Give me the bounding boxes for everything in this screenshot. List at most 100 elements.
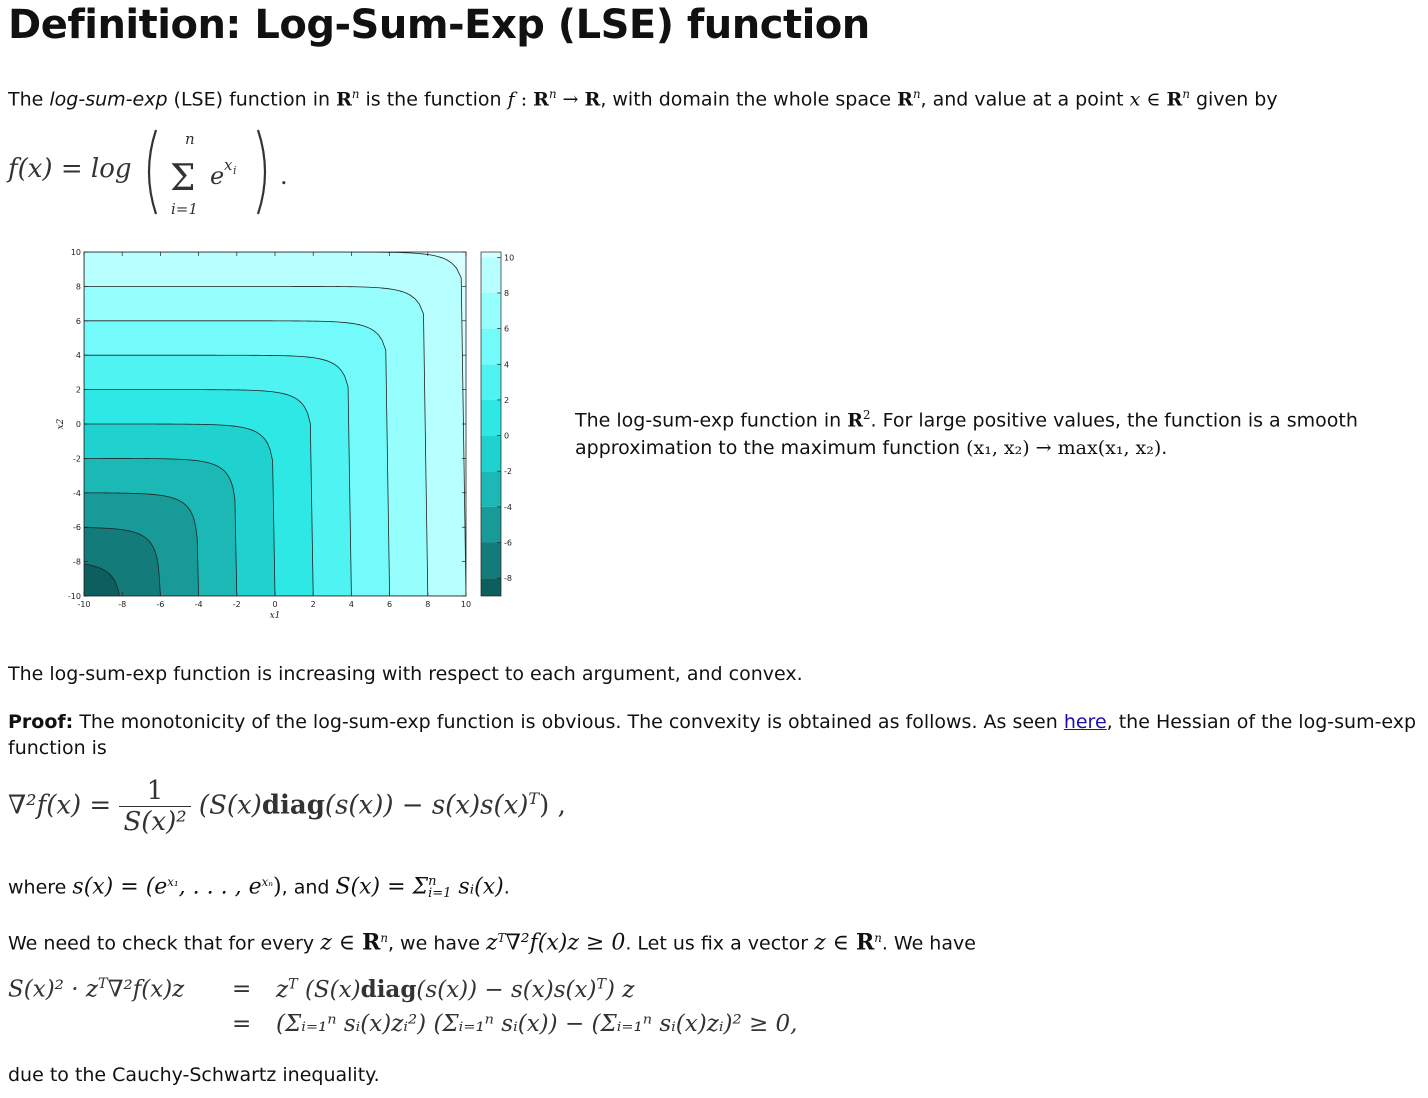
intro-text-2: (LSE) function in: [167, 88, 337, 111]
y-tick-label: 10: [71, 248, 81, 257]
colorbar-tick-label: -8: [504, 574, 512, 583]
lse-contour-plot: -10 -8 -6 -4 -2 0 2 4 6 8 10 -10 -8 -6 -4 -2 0 2 4 6 8 10 x1 x2…: [50, 240, 530, 621]
x-tick-label: -2: [233, 600, 241, 609]
colorbar-tick-label: -4: [504, 503, 512, 512]
colorbar-tick-label: 10: [504, 253, 514, 262]
eq-lhs: S(x)² · zT∇²f(x)z: [8, 976, 185, 1003]
page-title: Definition: Log-Sum-Exp (LSE) function: [8, 2, 870, 48]
intro-text-1: The: [8, 88, 50, 111]
colorbar-tick-label: 8: [504, 289, 509, 298]
sum-term-sup-sub: i: [233, 164, 237, 177]
intro-lse-italic: log-sum-exp: [49, 88, 168, 111]
caption-max-formula: (x₁, x₂) → max(x₁, x₂): [966, 437, 1162, 460]
intro-text-4: , with domain the whole space: [600, 88, 898, 111]
math-f-map: f: [507, 88, 515, 111]
formula-sum-part: n Σ i=1 e x i .: [147, 129, 288, 218]
contour-band--8: [84, 563, 123, 596]
colorbar-band: [481, 292, 501, 329]
proof-text-2: , the Hessian of the log-sum-exp: [1106, 711, 1417, 733]
x-tick-label: 2: [311, 600, 316, 609]
y-tick-label: -4: [73, 489, 81, 498]
x-tick-label: 4: [349, 600, 354, 609]
where-line: where s(x) = (ex₁, . . . , exₙ), and S(x…: [8, 873, 510, 901]
y-tick-label: -2: [73, 454, 81, 463]
fraction-denominator: S(x)²: [123, 807, 187, 837]
x-tick-label: 10: [461, 600, 471, 609]
formula-lhs: f(x) = log: [8, 154, 132, 184]
x-tick-label: 0: [272, 600, 277, 609]
formula-lse: f(x) = log: [8, 154, 132, 184]
psd-condition: ∇²f(x)z ≥ 0: [505, 930, 626, 956]
caption-exp-2: 2: [863, 408, 871, 422]
colorbar-band: [481, 364, 501, 400]
diag-operator: diag: [261, 790, 325, 821]
colorbar-band: [481, 435, 501, 472]
left-paren: [147, 129, 158, 215]
hessian-formula: ∇²f(x) = 1 S(x)² (S(x)diag(s(x)) − s(x)s(…: [8, 776, 566, 837]
intro-text-3: is the function: [359, 88, 508, 111]
intro-text-6: given by: [1189, 88, 1278, 111]
y-tick-label: 2: [76, 386, 81, 395]
y-tick-label: -8: [73, 558, 81, 567]
here-link[interactable]: here: [1063, 711, 1107, 733]
colorbar-tick-label: 6: [504, 325, 509, 334]
caption-text-2: . For large positive values, the functio…: [870, 409, 1358, 432]
y-tick-label: 0: [76, 420, 81, 429]
x-tick-label: -6: [156, 600, 164, 609]
eq-rhs-1: zT (S(x)diag(s(x)) − s(x)s(x)T) z: [276, 976, 635, 1003]
math-n: n: [351, 87, 360, 101]
colorbar-band: [481, 399, 501, 436]
proof-label: Proof:: [8, 711, 74, 733]
y-tick-label: 4: [76, 351, 81, 360]
colorbar-band: [481, 328, 501, 365]
colorbar-tick-label: 4: [504, 360, 509, 369]
conclusion: due to the Cauchy-Schwartz inequality.: [8, 1064, 380, 1086]
colorbar-tick-label: 2: [504, 396, 509, 405]
colorbar-tick-label: 0: [504, 432, 509, 441]
colorbar-tick-label: -2: [504, 467, 512, 476]
plot-caption: The log-sum-exp function in R2. For larg…: [575, 408, 1358, 460]
colorbar-band: [481, 578, 501, 596]
sum-top: n: [185, 130, 195, 148]
y-tick-label: 6: [76, 317, 81, 326]
x-tick-label: -10: [77, 600, 90, 609]
math-R: R: [336, 88, 352, 111]
proof-line-1: Proof: The monotonicity of the log-sum-e…: [8, 709, 1416, 735]
right-paren: [256, 129, 267, 215]
intro-text-5: , and value at a point: [920, 88, 1130, 111]
colorbar-frame: [480, 251, 502, 597]
sum-term-sup: x: [224, 156, 233, 174]
sum-term: e: [210, 162, 224, 190]
x-tick-label: -8: [118, 600, 126, 609]
colorbar-band: [481, 506, 501, 543]
x-tick-label: 6: [387, 600, 392, 609]
colorbar-tick-label: -6: [504, 539, 512, 548]
eq-sign-2: =: [232, 1011, 252, 1037]
eq-rhs-2: (Σᵢ₌₁ⁿ sᵢ(x)zᵢ²) (Σᵢ₌₁ⁿ sᵢ(x)) − (Σᵢ₌₁ⁿ …: [276, 1011, 798, 1037]
x-axis-label: x1: [270, 611, 281, 620]
proof-line-2: function is: [8, 737, 107, 759]
proof-text-1: The monotonicity of the log-sum-exp func…: [73, 711, 1064, 733]
colorbar-band: [481, 257, 501, 293]
x-tick-label: 8: [425, 600, 430, 609]
x-tick-label: -4: [195, 600, 203, 609]
fraction-numerator: 1: [119, 776, 191, 807]
s-definition: s(x) = (e: [72, 874, 168, 900]
S-definition: S(x) = Σ: [335, 874, 429, 900]
hessian-lhs: ∇²f(x) =: [8, 790, 120, 821]
convexity-statement: The log-sum-exp function is increasing w…: [8, 663, 803, 685]
caption-text-3: approximation to the maximum function: [575, 437, 967, 460]
y-tick-label: -6: [73, 523, 81, 532]
contour-plot-svg: -10 -8 -6 -4 -2 0 2 4 6 8 10 -10 -8 -6 -4 -2 0 2 4 6 8 10 x1 x2…: [56, 248, 514, 621]
sum-bottom: i=1: [171, 200, 198, 218]
formula-dot: .: [280, 162, 288, 190]
colorbar-band: [481, 252, 501, 258]
y-tick-label: -10: [68, 592, 81, 601]
check-line: We need to check that for every z ∈ Rn, …: [8, 929, 976, 956]
caption-text-1: The log-sum-exp function in: [575, 409, 848, 432]
eq-sign-1: =: [232, 976, 252, 1002]
y-tick-label: 8: [76, 282, 81, 291]
sigma-symbol: Σ: [170, 158, 195, 199]
intro-paragraph: The log-sum-exp (LSE) function in Rn is …: [8, 87, 1278, 111]
colorbar-band: [481, 542, 501, 579]
